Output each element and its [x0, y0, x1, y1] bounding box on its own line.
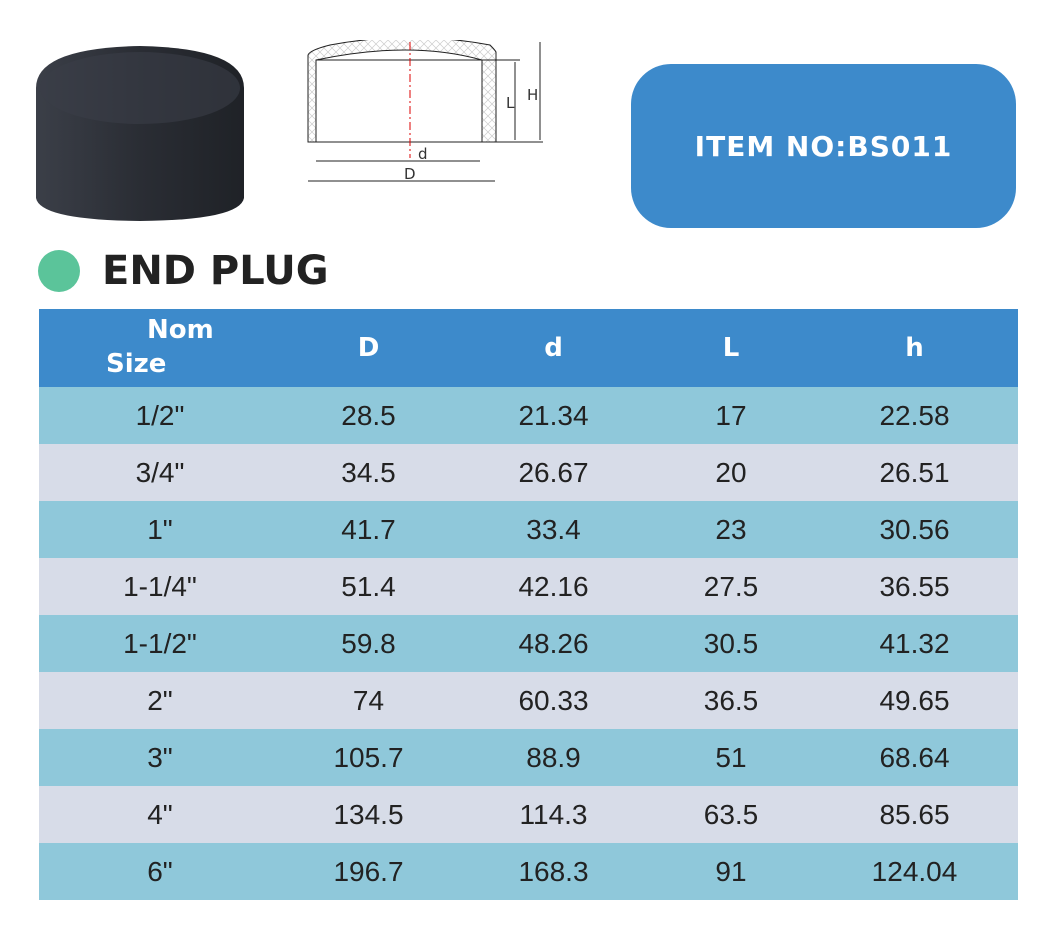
cell-nom-size: 1/2"	[39, 387, 281, 444]
cell-D: 59.8	[281, 615, 456, 672]
header-size: Size	[106, 349, 167, 379]
cell-nom-size: 6"	[39, 843, 281, 900]
cell-d: 60.33	[456, 672, 651, 729]
cell-d: 42.16	[456, 558, 651, 615]
table-row: 1-1/4" 51.4 42.16 27.5 36.55	[39, 558, 1018, 615]
cell-D: 51.4	[281, 558, 456, 615]
cell-D: 41.7	[281, 501, 456, 558]
table-row: 3" 105.7 88.9 51 68.64	[39, 729, 1018, 786]
cell-D: 34.5	[281, 444, 456, 501]
cell-L: 51	[651, 729, 811, 786]
cell-D: 196.7	[281, 843, 456, 900]
diagram-label-L: L	[506, 94, 515, 112]
cell-h: 49.65	[811, 672, 1018, 729]
header-nom-size: Nom Size	[39, 309, 281, 387]
cell-h: 26.51	[811, 444, 1018, 501]
cell-D: 105.7	[281, 729, 456, 786]
cell-D: 134.5	[281, 786, 456, 843]
cell-L: 30.5	[651, 615, 811, 672]
cell-d: 21.34	[456, 387, 651, 444]
table-row: 1" 41.7 33.4 23 30.56	[39, 501, 1018, 558]
cell-d: 114.3	[456, 786, 651, 843]
cell-h: 124.04	[811, 843, 1018, 900]
table-row: 1/2" 28.5 21.34 17 22.58	[39, 387, 1018, 444]
cell-h: 85.65	[811, 786, 1018, 843]
table-row: 3/4" 34.5 26.67 20 26.51	[39, 444, 1018, 501]
cell-nom-size: 4"	[39, 786, 281, 843]
cell-L: 27.5	[651, 558, 811, 615]
cell-L: 23	[651, 501, 811, 558]
cell-D: 74	[281, 672, 456, 729]
dimensions-table: Nom Size D d L h 1/2" 28.5 21.34 17 22.58 3/4…	[39, 309, 1018, 900]
cell-nom-size: 2"	[39, 672, 281, 729]
title-row: END PLUG	[38, 248, 329, 294]
cell-h: 30.56	[811, 501, 1018, 558]
table-row: 6" 196.7 168.3 91 124.04	[39, 843, 1018, 900]
cell-d: 48.26	[456, 615, 651, 672]
header-D: D	[281, 309, 456, 387]
cell-nom-size: 3/4"	[39, 444, 281, 501]
cell-L: 36.5	[651, 672, 811, 729]
header-d: d	[456, 309, 651, 387]
table-row: 2" 74 60.33 36.5 49.65	[39, 672, 1018, 729]
cell-d: 88.9	[456, 729, 651, 786]
cell-L: 63.5	[651, 786, 811, 843]
header-L: L	[651, 309, 811, 387]
diagram-label-D: D	[404, 165, 416, 183]
cell-d: 168.3	[456, 843, 651, 900]
cell-L: 17	[651, 387, 811, 444]
cell-L: 20	[651, 444, 811, 501]
cell-D: 28.5	[281, 387, 456, 444]
item-number-badge: ITEM NO:BS011	[631, 64, 1016, 228]
cell-h: 68.64	[811, 729, 1018, 786]
header-nom: Nom	[147, 315, 214, 345]
table-row: 4" 134.5 114.3 63.5 85.65	[39, 786, 1018, 843]
cell-d: 26.67	[456, 444, 651, 501]
cell-nom-size: 1-1/2"	[39, 615, 281, 672]
cell-nom-size: 1"	[39, 501, 281, 558]
table-row: 1-1/2" 59.8 48.26 30.5 41.32	[39, 615, 1018, 672]
dimension-diagram: L H d D	[307, 40, 543, 183]
cell-nom-size: 3"	[39, 729, 281, 786]
cell-d: 33.4	[456, 501, 651, 558]
table-header-row: Nom Size D d L h	[39, 309, 1018, 387]
cell-h: 22.58	[811, 387, 1018, 444]
cell-L: 91	[651, 843, 811, 900]
cell-h: 36.55	[811, 558, 1018, 615]
header-h: h	[811, 309, 1018, 387]
diagram-label-H: H	[527, 86, 538, 104]
page-title: END PLUG	[102, 248, 329, 294]
cell-h: 41.32	[811, 615, 1018, 672]
bullet-dot-icon	[38, 250, 80, 292]
end-plug-photo	[36, 46, 244, 221]
cell-nom-size: 1-1/4"	[39, 558, 281, 615]
diagram-label-d: d	[418, 145, 428, 163]
